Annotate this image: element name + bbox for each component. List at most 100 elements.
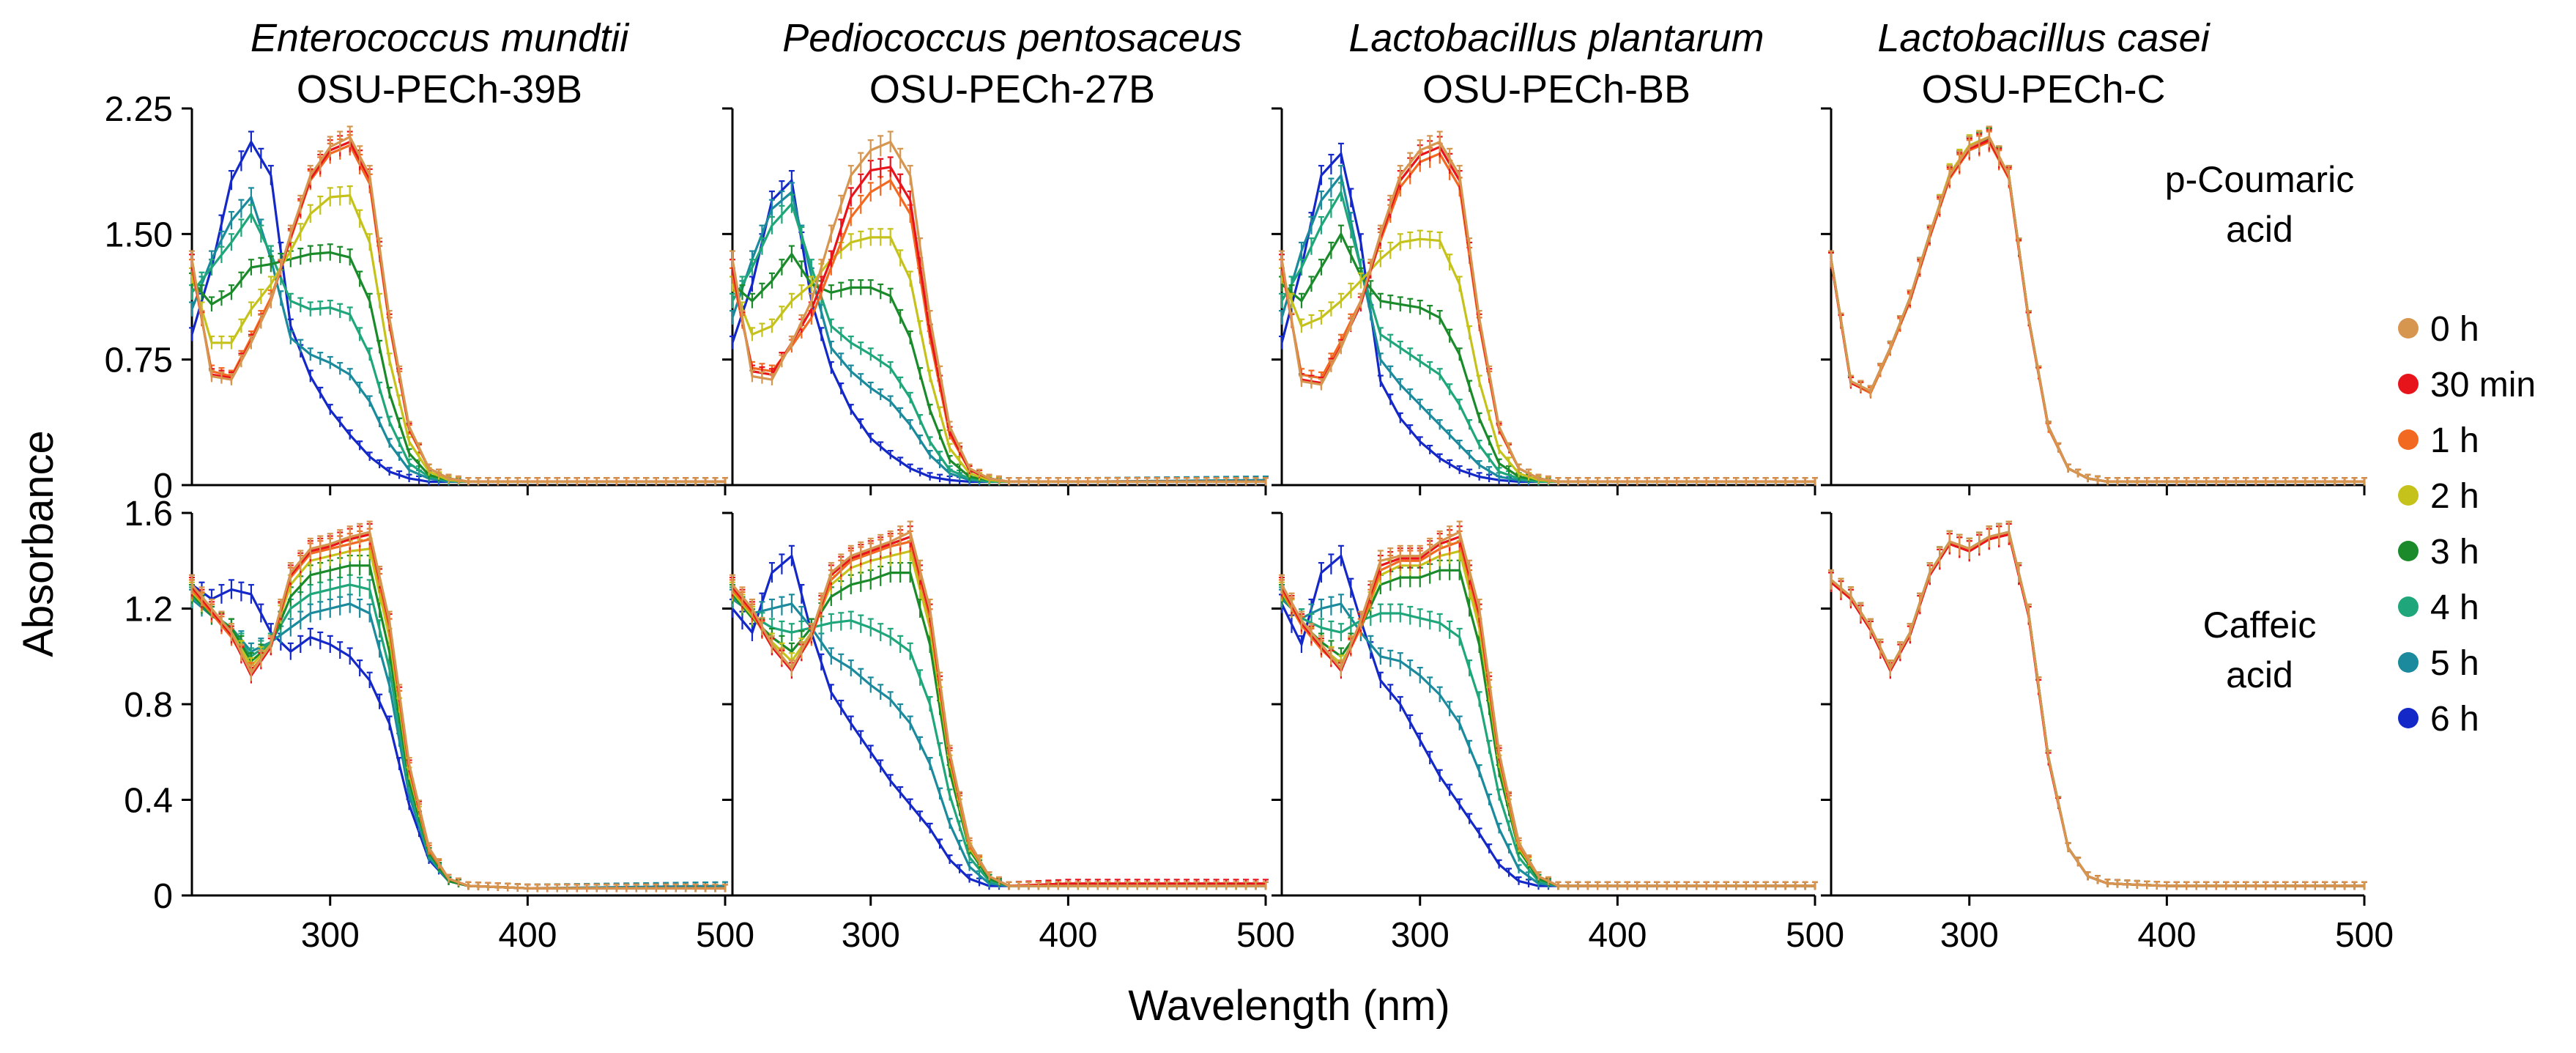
y-tick-label: 0.75 (105, 341, 173, 380)
series-line (1280, 145, 1815, 483)
series-line (731, 596, 1266, 887)
series-line (190, 194, 725, 483)
series-line (731, 190, 1266, 483)
series-line (731, 572, 1266, 887)
column-title-strain-3: OSU-PECh-BB (1422, 67, 1690, 111)
series-0-h (189, 520, 728, 893)
panel-r2-c2: 300 400 500 (722, 511, 1295, 955)
row-label-caffeic-line2: acid (2226, 654, 2293, 695)
y-tick-label: 1.50 (105, 215, 173, 254)
column-title-strain-1: OSU-PECh-39B (297, 67, 582, 111)
series-line (731, 236, 1266, 483)
y-tick-label: 0 (153, 877, 173, 916)
series-3-h (189, 243, 728, 486)
series-line (731, 140, 1266, 483)
y-tick-label: 0.8 (124, 686, 173, 725)
series-4-h (1279, 182, 1818, 486)
y-axis-title: Absorbance (15, 430, 62, 657)
x-axis-title: Wavelength (nm) (1128, 982, 1450, 1030)
series-line (1280, 189, 1815, 483)
series-6-h (1279, 142, 1818, 486)
x-tick-label: 500 (696, 916, 754, 955)
series-line (190, 533, 725, 890)
series-3-h (730, 245, 1269, 486)
row-label-pcoumaric-line2: acid (2226, 209, 2293, 250)
series-30-min (189, 522, 728, 893)
series-line (731, 179, 1266, 483)
series-line (191, 583, 725, 890)
series-line (731, 177, 1266, 483)
panel-r1-c1: 0 0.75 1.50 2.25 (105, 90, 728, 506)
series-1-h (1279, 142, 1818, 486)
series-line (1280, 152, 1815, 483)
series-5-h (189, 187, 728, 486)
series-30-min (1279, 136, 1818, 486)
series-3-h (730, 562, 1269, 890)
series-5-h (1279, 165, 1818, 486)
row-label-pcoumaric-line1: p-Coumaric (2165, 159, 2354, 200)
series-line (190, 194, 725, 483)
series-30-min (189, 130, 728, 486)
series-2-h (189, 537, 728, 893)
series-4-h (189, 204, 728, 486)
series-line (190, 139, 725, 483)
series-5-h (730, 182, 1269, 486)
column-titles: Enterococcus mundtii OSU-PECh-39B Pedioc… (250, 16, 2211, 111)
x-tick-label: 300 (842, 916, 900, 955)
series-4-h (189, 574, 728, 893)
y-tick-label: 1.6 (124, 495, 173, 533)
x-tick-label: 400 (1039, 916, 1097, 955)
y-tick-label: 2.25 (105, 90, 173, 129)
x-tick-label: 400 (498, 916, 557, 955)
column-title-species-1: Enterococcus mundtii (250, 16, 630, 60)
panel-r1-c2 (722, 107, 1269, 495)
series-line (731, 202, 1266, 483)
panels: 0 0.75 1.50 2.25 0 0.4 0.8 1.2 1.6 300 400 500 300 40… (105, 90, 2394, 955)
column-title-strain-2: OSU-PECh-27B (869, 67, 1155, 111)
series-line (190, 531, 725, 890)
x-tick-label: 500 (1236, 916, 1295, 955)
y-tick-label: 0.4 (124, 782, 173, 821)
series-0-h (1828, 125, 2367, 486)
series-0-h (730, 130, 1269, 486)
series-line (190, 547, 725, 890)
series-line (190, 564, 725, 890)
x-tick-label: 300 (301, 916, 360, 955)
series-6-h (189, 130, 728, 486)
column-title-species-3: Lactobacillus plantarum (1348, 16, 1764, 60)
column-title-strain-4: OSU-PECh-C (1921, 67, 2165, 111)
series-6-h (730, 544, 1269, 890)
series-2-h (189, 185, 728, 486)
series-4-h (730, 193, 1269, 486)
series-line (190, 583, 725, 890)
series-line (1280, 151, 1815, 483)
series-1-h (189, 134, 728, 486)
series-line (1280, 172, 1815, 483)
panel-r2-c1: 0 0.4 0.8 1.2 1.6 300 400 500 (124, 495, 754, 955)
y-tick-label: 1.2 (124, 591, 173, 629)
series-3-h (189, 555, 728, 893)
panel-r1-c3 (1272, 107, 1818, 495)
series-line (190, 537, 725, 890)
series-5-h (189, 588, 728, 893)
row-label-caffeic-line1: Caffeic (2203, 605, 2317, 646)
series-line (190, 144, 725, 483)
series-line (1280, 140, 1815, 483)
series-1-h (730, 170, 1269, 486)
column-title-species-2: Pediococcus pentosaceus (782, 16, 1241, 60)
series-line (731, 251, 1266, 483)
series-6-h (730, 170, 1269, 486)
series-1-h (189, 528, 728, 893)
series-6-h (189, 574, 728, 893)
series-line (732, 598, 1266, 887)
series-0-h (1279, 130, 1818, 486)
series-line (731, 166, 1266, 483)
series-line (190, 211, 725, 483)
series-0-h (189, 125, 728, 486)
series-line (731, 553, 1266, 887)
panel-r1-c4 (1821, 107, 2367, 495)
series-line (190, 251, 725, 483)
y-tick-label: 0 (153, 467, 173, 506)
column-title-species-4: Lactobacillus casei (1877, 16, 2211, 60)
